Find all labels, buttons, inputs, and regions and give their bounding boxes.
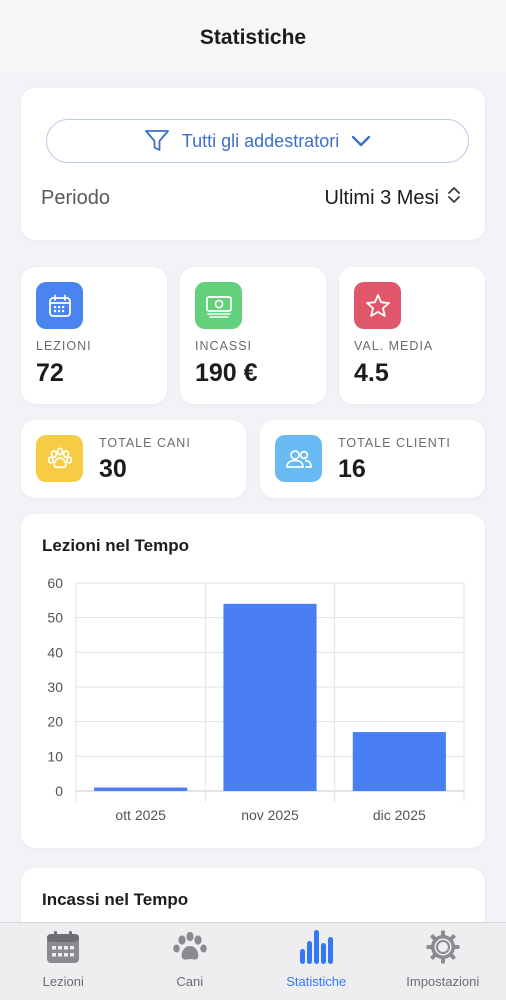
bar <box>352 732 446 791</box>
y-tick-label: 50 <box>47 610 63 626</box>
stat-card-income: INCASSI 190 € <box>180 267 326 404</box>
stat-card-dogs: TOTALE CANI 30 <box>21 420 246 498</box>
bar-chart-icon <box>298 929 334 965</box>
stat-label: LEZIONI <box>36 339 92 353</box>
stat-value: 4.5 <box>354 359 389 387</box>
money-icon <box>195 282 242 329</box>
stat-value: 190 € <box>195 359 258 387</box>
gear-icon <box>425 929 461 965</box>
tab-bar: Lezioni Cani <box>0 922 506 1000</box>
stat-card-clients: TOTALE CLIENTI 16 <box>260 420 485 498</box>
filter-card: Tutti gli addestratori Periodo Ultimi 3 … <box>21 88 485 240</box>
stat-value: 72 <box>36 359 64 387</box>
chart-title: Incassi nel Tempo <box>42 890 189 909</box>
y-tick-label: 0 <box>55 783 63 799</box>
tab-label: Cani <box>176 974 204 989</box>
calendar-icon <box>45 929 81 965</box>
trainer-select-label: Tutti gli addestratori <box>181 130 340 151</box>
tab-impostazioni[interactable]: Impostazioni <box>380 923 506 1000</box>
period-value: Ultimi 3 Mesi <box>324 186 439 209</box>
stat-value: 16 <box>338 455 366 483</box>
y-tick-label: 20 <box>47 714 63 730</box>
stat-card-rating: VAL. MEDIA 4.5 <box>339 267 485 404</box>
period-row: Periodo Ultimi 3 Mesi <box>41 184 461 212</box>
tab-statistiche[interactable]: Statistiche <box>253 923 380 1000</box>
x-tick-label: dic 2025 <box>373 807 426 823</box>
navigation-header: Statistiche <box>0 0 506 72</box>
lessons-bar-chart: 0 10 20 30 40 50 60 ott 2025 nov 2025 dic 2025 <box>47 575 465 823</box>
trainer-select[interactable]: Tutti gli addestratori <box>46 119 469 163</box>
lessons-chart-card: Lezioni nel Tempo 0 10 20 30 40 50 60 ott 2025 n… <box>21 514 485 848</box>
y-tick-label: 30 <box>47 679 63 695</box>
stat-label: TOTALE CLIENTI <box>338 436 451 450</box>
tab-cani[interactable]: Cani <box>127 923 254 1000</box>
stat-label: INCASSI <box>195 339 253 353</box>
y-tick-label: 60 <box>47 575 63 591</box>
chart-title: Lezioni nel Tempo <box>42 536 190 555</box>
x-tick-label: nov 2025 <box>241 807 299 823</box>
star-icon <box>354 282 401 329</box>
stat-card-lessons: LEZIONI 72 <box>21 267 167 404</box>
bar <box>94 787 188 791</box>
x-tick-label: ott 2025 <box>115 807 166 823</box>
chevron-up-down-icon <box>447 186 461 210</box>
y-tick-label: 10 <box>47 748 63 764</box>
calendar-icon <box>36 282 83 329</box>
tab-label: Statistiche <box>286 974 347 989</box>
tab-lezioni[interactable]: Lezioni <box>0 923 127 1000</box>
tab-label: Impostazioni <box>406 974 480 989</box>
period-label: Periodo <box>41 186 110 209</box>
people-icon <box>275 435 322 482</box>
stat-label: VAL. MEDIA <box>354 339 434 353</box>
paw-icon <box>172 929 208 965</box>
stat-label: TOTALE CANI <box>99 436 191 450</box>
tab-label: Lezioni <box>42 974 84 989</box>
bar <box>223 603 317 791</box>
period-picker[interactable]: Ultimi 3 Mesi <box>325 186 461 210</box>
y-tick-label: 40 <box>47 644 63 660</box>
chevron-down-icon <box>351 135 371 147</box>
stat-value: 30 <box>99 455 127 483</box>
filter-icon <box>144 129 170 153</box>
paw-icon <box>36 435 83 482</box>
page-title: Statistiche <box>199 26 307 49</box>
